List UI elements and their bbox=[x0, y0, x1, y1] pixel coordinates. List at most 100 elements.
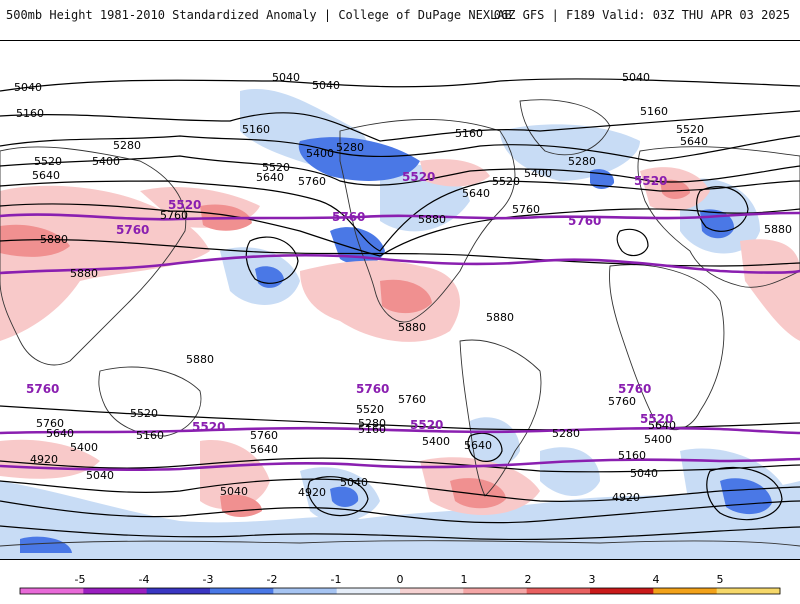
height-label: 4920 bbox=[612, 491, 640, 504]
height-label: 5160 bbox=[455, 127, 483, 140]
height-label: 5040 bbox=[86, 469, 114, 482]
chart-title: 500mb Height 1981-2010 Standardized Anom… bbox=[6, 8, 512, 22]
height-label: 4920 bbox=[298, 486, 326, 499]
colorbar-tick-label: 4 bbox=[653, 573, 660, 586]
height-label: 5520 bbox=[356, 403, 384, 416]
colorbar-segment bbox=[463, 588, 528, 594]
reference-contour-labels: 5520 5520 5520 5520 5520 5520 5760 5760 … bbox=[26, 170, 673, 434]
reference-label: 5520 bbox=[410, 418, 443, 432]
colorbar-svg: -5 -4 -3 -2 -1 0 1 2 3 4 5 bbox=[19, 573, 781, 595]
height-label: 5040 bbox=[340, 476, 368, 489]
reference-label: 5760 bbox=[332, 210, 365, 224]
reference-label: 5760 bbox=[356, 382, 389, 396]
colorbar-segments bbox=[19, 587, 781, 595]
height-label: 5400 bbox=[70, 441, 98, 454]
height-label: 5640 bbox=[256, 171, 284, 184]
reference-contours bbox=[0, 211, 800, 472]
height-label: 5520 bbox=[34, 155, 62, 168]
height-label: 5040 bbox=[220, 485, 248, 498]
height-label: 5880 bbox=[70, 267, 98, 280]
height-label: 5880 bbox=[186, 353, 214, 366]
height-label: 5160 bbox=[618, 449, 646, 462]
anomaly-map: 5040 5040 5040 5040 5040 5040 5040 5040 … bbox=[0, 71, 800, 559]
height-label: 5400 bbox=[92, 155, 120, 168]
height-label: 5880 bbox=[764, 223, 792, 236]
height-label: 5880 bbox=[40, 233, 68, 246]
height-label: 5520 bbox=[676, 123, 704, 136]
colorbar-segment bbox=[526, 588, 591, 594]
reference-label: 5760 bbox=[26, 382, 59, 396]
height-label: 5640 bbox=[648, 419, 676, 432]
reference-label: 5760 bbox=[116, 223, 149, 237]
height-contour-labels: 5040 5040 5040 5040 5040 5040 5040 5040 … bbox=[14, 71, 792, 504]
coastlines bbox=[0, 99, 800, 547]
colorbar-segment bbox=[146, 588, 211, 594]
height-label: 5400 bbox=[644, 433, 672, 446]
height-label: 5520 bbox=[262, 161, 290, 174]
height-label: 5760 bbox=[36, 417, 64, 430]
height-label: 5520 bbox=[492, 175, 520, 188]
height-label: 5640 bbox=[46, 427, 74, 440]
height-label: 5760 bbox=[298, 175, 326, 188]
height-label: 5280 bbox=[568, 155, 596, 168]
height-label: 5040 bbox=[272, 71, 300, 84]
height-label: 5760 bbox=[250, 429, 278, 442]
reference-label: 5760 bbox=[618, 382, 651, 396]
colorbar-tick-label: 1 bbox=[461, 573, 468, 586]
height-label: 5280 bbox=[552, 427, 580, 440]
colorbar-tick-label: -2 bbox=[267, 573, 278, 586]
height-label: 5640 bbox=[250, 443, 278, 456]
height-contours bbox=[0, 78, 800, 541]
reference-label: 5760 bbox=[568, 214, 601, 228]
height-label: 5400 bbox=[306, 147, 334, 160]
colorbar-segment bbox=[210, 588, 274, 594]
reference-label: 5520 bbox=[402, 170, 435, 184]
colorbar-outline bbox=[19, 587, 781, 595]
height-label: 5040 bbox=[14, 81, 42, 94]
height-label: 5880 bbox=[486, 311, 514, 324]
strong-positive-anomaly-areas bbox=[0, 179, 690, 517]
colorbar-tick-label: 2 bbox=[525, 573, 532, 586]
colorbar-tick-label: 5 bbox=[717, 573, 724, 586]
reference-label: 5520 bbox=[640, 412, 673, 426]
height-label: 5760 bbox=[512, 203, 540, 216]
colorbar-tick-label: 0 bbox=[397, 573, 404, 586]
colorbar-legend: -5 -4 -3 -2 -1 0 1 2 3 4 5 bbox=[0, 570, 800, 600]
colorbar-tick-label: -1 bbox=[331, 573, 342, 586]
height-label: 5160 bbox=[16, 107, 44, 120]
header: 500mb Height 1981-2010 Standardized Anom… bbox=[0, 0, 800, 30]
height-label: 5280 bbox=[336, 141, 364, 154]
reference-contour-5760-south bbox=[0, 426, 800, 435]
height-label: 5280 bbox=[358, 417, 386, 430]
height-label: 5640 bbox=[462, 187, 490, 200]
colorbar-segment bbox=[20, 588, 84, 594]
height-label: 5640 bbox=[680, 135, 708, 148]
reference-contour-5520-north bbox=[0, 211, 800, 221]
colorbar-segment bbox=[336, 588, 401, 594]
reference-label: 5520 bbox=[168, 198, 201, 212]
colorbar-segment bbox=[716, 588, 781, 594]
reference-contour-5520-south bbox=[0, 457, 800, 472]
reference-label: 5520 bbox=[634, 174, 667, 188]
colorbar-tick-label: -3 bbox=[203, 573, 214, 586]
height-label: 5400 bbox=[524, 167, 552, 180]
colorbar-tick-labels: -5 -4 -3 -2 -1 0 1 2 3 4 5 bbox=[75, 573, 724, 586]
height-label: 5160 bbox=[358, 423, 386, 436]
height-label: 5880 bbox=[418, 213, 446, 226]
height-label: 5760 bbox=[160, 209, 188, 222]
height-label: 5400 bbox=[422, 435, 450, 448]
colorbar-segment bbox=[83, 588, 148, 594]
map-panel: 5040 5040 5040 5040 5040 5040 5040 5040 … bbox=[0, 40, 800, 560]
height-label: 5880 bbox=[398, 321, 426, 334]
colorbar-tick-label: -5 bbox=[75, 573, 86, 586]
height-label: 5040 bbox=[622, 71, 650, 84]
height-label: 5160 bbox=[242, 123, 270, 136]
colorbar-segment bbox=[400, 588, 464, 594]
colorbar-tick-label: -4 bbox=[139, 573, 150, 586]
height-label: 4920 bbox=[30, 453, 58, 466]
reference-label: 5520 bbox=[192, 420, 225, 434]
height-label: 5040 bbox=[312, 79, 340, 92]
colorbar-tick-label: 3 bbox=[589, 573, 596, 586]
height-label: 5760 bbox=[398, 393, 426, 406]
colorbar-segment bbox=[590, 588, 654, 594]
